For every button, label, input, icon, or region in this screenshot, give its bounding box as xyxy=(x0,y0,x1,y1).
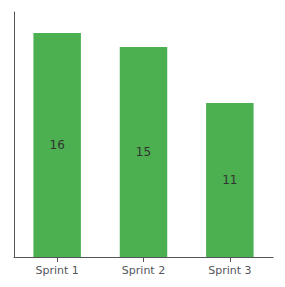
svg-text:15: 15 xyxy=(136,145,151,159)
svg-text:11: 11 xyxy=(222,173,237,187)
svg-text:Sprint 3: Sprint 3 xyxy=(208,264,251,277)
svg-text:16: 16 xyxy=(50,138,65,152)
svg-text:Sprint 1: Sprint 1 xyxy=(36,264,79,277)
svg-text:Sprint 2: Sprint 2 xyxy=(122,264,165,277)
